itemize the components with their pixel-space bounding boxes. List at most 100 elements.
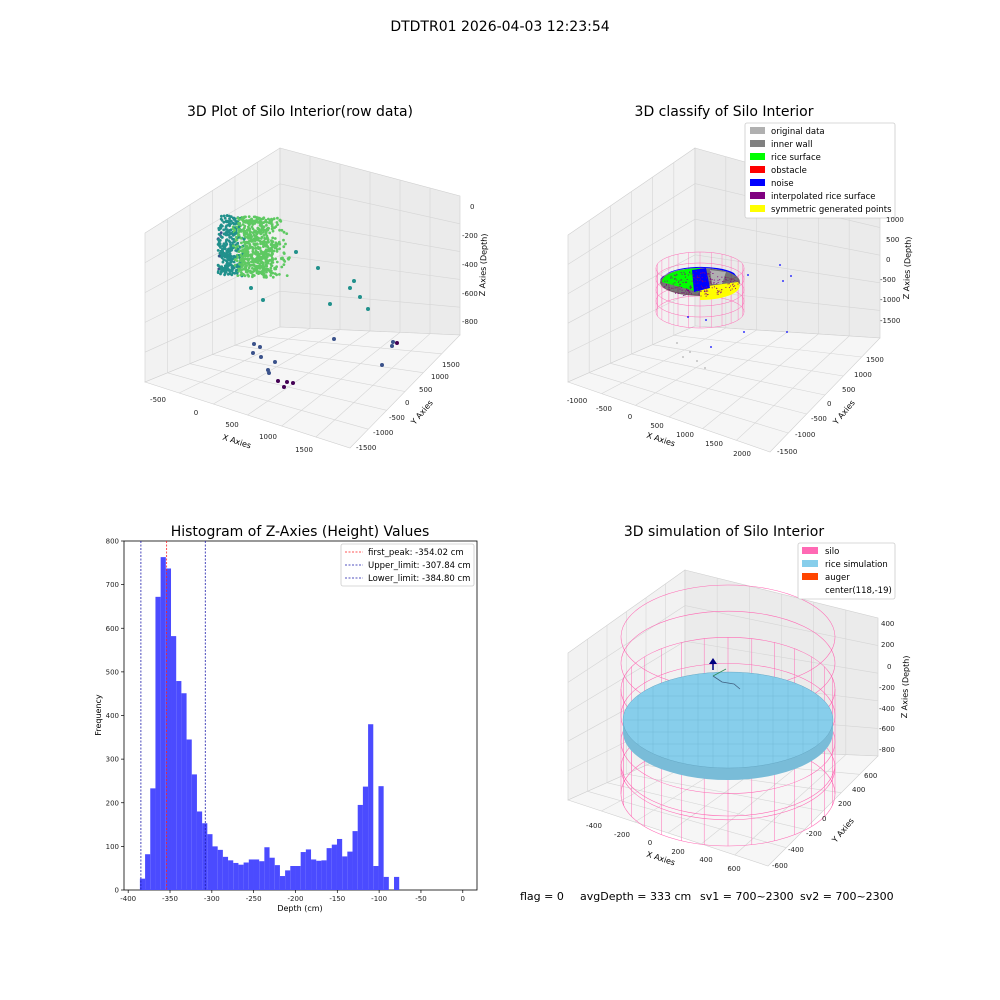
raw-point (225, 228, 229, 232)
raw-point (252, 342, 256, 346)
raw-point (239, 257, 243, 261)
classify-y-tick: -500 (811, 415, 827, 423)
classify-interp-point (682, 294, 684, 296)
histogram-x-tick-label: -250 (246, 895, 262, 903)
classify-scatter-point (682, 356, 684, 358)
raw-point (276, 379, 280, 383)
histogram-bar (228, 860, 234, 890)
classify-interp-point (684, 276, 686, 278)
raw-point (283, 260, 287, 263)
classify-interp-point (678, 280, 680, 282)
legend-lower-limit: Lower_limit: -384.80 cm (368, 574, 470, 584)
raw-x-tick: 1000 (259, 433, 277, 441)
classify-interp-point (729, 280, 731, 282)
raw-point (232, 240, 236, 244)
raw-point (217, 232, 221, 236)
raw-point (237, 265, 241, 268)
classify-interp-point (708, 275, 711, 277)
histogram-bar (253, 859, 260, 890)
classify-scatter-point (710, 346, 712, 348)
raw-point (254, 260, 258, 264)
histogram-bar (212, 846, 218, 890)
classify-interp-point (689, 272, 691, 274)
simulation-legend-box (797, 542, 896, 600)
raw-point (261, 250, 265, 254)
classify-legend-swatch (750, 140, 765, 147)
raw-point (242, 240, 246, 244)
raw-point (271, 275, 275, 279)
histogram-bar (316, 860, 322, 890)
histogram-bar (300, 852, 306, 890)
simulation-x-tick: -400 (586, 822, 602, 830)
histogram-x-tick-label: -300 (204, 895, 220, 903)
raw-z-tick: 0 (470, 203, 474, 211)
classify-interp-point (686, 289, 688, 291)
classify-y-label: Y Axies (831, 398, 857, 427)
raw-point (219, 252, 223, 255)
raw-gridline (144, 183, 461, 264)
legend-upper-limit: Upper_limit: -307.84 cm (368, 561, 471, 571)
raw-point (239, 236, 243, 240)
classify-interp-point (695, 278, 697, 280)
histogram-bar (269, 857, 275, 890)
histogram-bar (357, 804, 363, 890)
classify-interp-point (704, 287, 706, 289)
classify-gridline (567, 218, 881, 295)
raw-point (252, 238, 256, 242)
histogram-x-tick-label: 0 (461, 895, 465, 903)
raw-point (282, 230, 286, 234)
raw-point (241, 223, 245, 226)
histogram-y-tick-label: 600 (106, 625, 119, 633)
raw-point (253, 221, 257, 225)
histogram-bar (191, 774, 197, 890)
raw-point (237, 233, 241, 237)
panel-histogram: Histogram of Z-Axies (Height) Values -40… (94, 524, 478, 913)
histogram-bar (238, 864, 244, 890)
raw-point (266, 249, 269, 253)
classify-gridline (567, 254, 881, 324)
simulation-legend-label: center(118,-19) (825, 586, 892, 596)
raw-point (234, 246, 238, 250)
raw-point (267, 217, 270, 221)
raw-point (352, 279, 356, 283)
simulation-y-tick: 0 (822, 815, 826, 823)
classify-interp-point (725, 279, 727, 281)
histogram-y-label: Frequency (94, 694, 103, 736)
classify-interp-point (709, 282, 711, 284)
classify-interp-point (686, 292, 688, 294)
classify-interp-point (690, 287, 693, 289)
raw-point (284, 242, 287, 246)
raw-point (257, 238, 260, 242)
histogram-y-tick-label: 100 (106, 843, 119, 851)
classify-legend-swatch (750, 205, 765, 212)
classify-interp-point (737, 283, 739, 285)
histogram-legend: first_peak: -354.02 cm Upper_limit: -307… (340, 543, 475, 587)
raw-point (242, 216, 245, 220)
raw-point (260, 235, 264, 239)
histogram-bar (171, 636, 177, 890)
raw-point (226, 272, 230, 276)
raw-point (248, 240, 251, 243)
classify-legend-swatch (750, 166, 765, 173)
histogram-bar (139, 878, 146, 890)
raw-point (269, 218, 273, 222)
histogram-x-label: Depth (cm) (277, 904, 322, 913)
raw-point (228, 236, 232, 239)
classify-interp-point (708, 273, 710, 275)
histogram-x-tick-label: -400 (120, 895, 136, 903)
raw-point (242, 259, 246, 263)
histogram-bar (326, 848, 332, 890)
histogram-y-tick-label: 700 (106, 581, 119, 589)
raw-point (220, 214, 223, 218)
raw-point (271, 252, 274, 255)
classify-interp-point (670, 275, 672, 277)
raw-point (247, 259, 250, 262)
raw-point (248, 233, 251, 237)
classify-legend-label: original data (771, 127, 825, 137)
classify-interp-point (710, 271, 712, 273)
raw-point (251, 249, 255, 253)
raw-point (243, 229, 247, 233)
simulation-silo-front-ring (620, 763, 836, 817)
raw-z-tick: -200 (462, 232, 478, 240)
histogram-bar (305, 849, 312, 890)
